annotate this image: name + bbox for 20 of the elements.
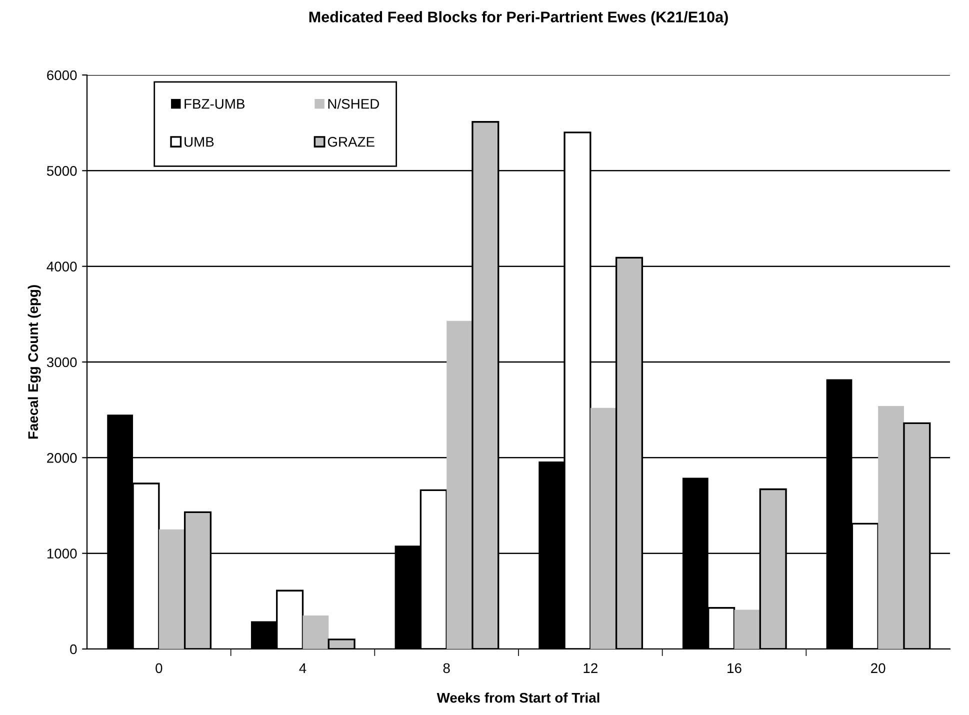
y-tick-label: 1000 bbox=[47, 548, 77, 559]
legend-label: UMB bbox=[184, 137, 214, 147]
y-tick-label: 4000 bbox=[46, 262, 77, 272]
x-tick-label: 16 bbox=[728, 663, 742, 674]
x-tick-label: 20 bbox=[871, 663, 886, 674]
x-tick-label: 12 bbox=[584, 663, 598, 673]
x-tick-label: 0 bbox=[156, 663, 162, 674]
x-tick-label: 8 bbox=[443, 663, 450, 674]
y-axis-title: Faecal Egg Count (epg) bbox=[28, 285, 41, 439]
y-tick-label: 6000 bbox=[47, 70, 77, 80]
y-tick-label: 0 bbox=[70, 644, 77, 654]
y-tick-label: 3000 bbox=[46, 357, 77, 368]
x-axis-title: Weeks from Start of Trial bbox=[436, 692, 600, 703]
legend-label: GRAZE bbox=[328, 136, 374, 147]
legend-label: N/SHED bbox=[328, 98, 379, 109]
x-tick-label: 4 bbox=[299, 663, 306, 673]
legend-label: FBZ-UMB bbox=[184, 99, 245, 109]
chart-title: Medicated Feed Blocks for Peri-Partrient Ewes (K21/E10a) bbox=[309, 11, 728, 26]
y-tick-label: 2000 bbox=[47, 453, 77, 463]
y-tick-label: 5000 bbox=[46, 166, 77, 176]
